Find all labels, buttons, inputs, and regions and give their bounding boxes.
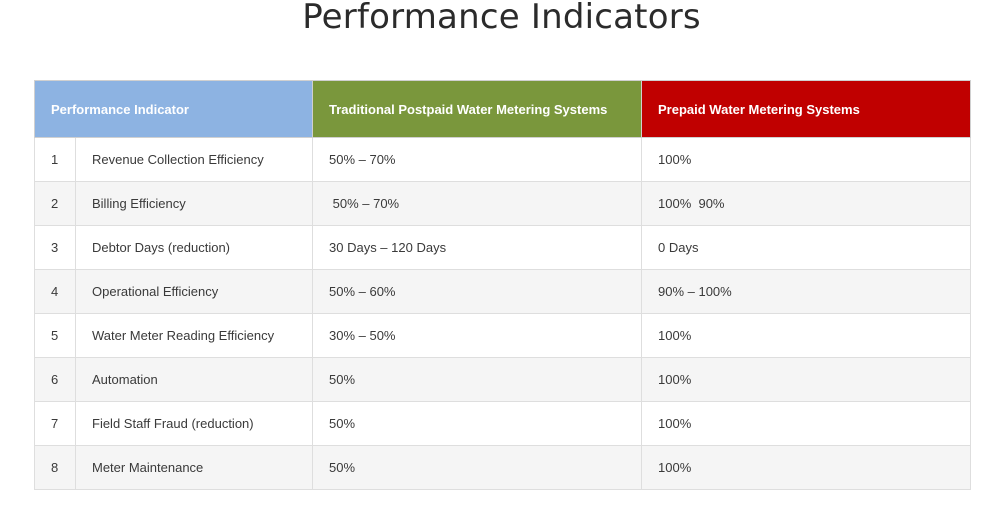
row-number: 7 (34, 401, 76, 446)
indicator-cell: Field Staff Fraud (reduction) (75, 401, 313, 446)
header-performance-indicator: Performance Indicator (34, 80, 313, 138)
prepaid-cell: 100% 90% (641, 181, 971, 226)
prepaid-cell: 100% (641, 313, 971, 358)
postpaid-cell: 30% – 50% (312, 313, 642, 358)
performance-table: Performance Indicator Traditional Postpa… (34, 80, 971, 490)
row-number: 6 (34, 357, 76, 402)
postpaid-cell: 50% – 70% (312, 181, 642, 226)
header-postpaid-systems: Traditional Postpaid Water Metering Syst… (312, 80, 642, 138)
indicator-cell: Water Meter Reading Efficiency (75, 313, 313, 358)
indicator-cell: Meter Maintenance (75, 445, 313, 490)
table-row: 2 Billing Efficiency 50% – 70% 100% 90% (34, 181, 971, 226)
postpaid-cell: 30 Days – 120 Days (312, 225, 642, 270)
indicator-cell: Billing Efficiency (75, 181, 313, 226)
prepaid-cell: 0 Days (641, 225, 971, 270)
indicator-cell: Revenue Collection Efficiency (75, 137, 313, 182)
table-row: 6 Automation 50% 100% (34, 357, 971, 402)
prepaid-cell: 100% (641, 357, 971, 402)
row-number: 3 (34, 225, 76, 270)
table-header-row: Performance Indicator Traditional Postpa… (34, 80, 971, 138)
indicator-cell: Debtor Days (reduction) (75, 225, 313, 270)
row-number: 4 (34, 269, 76, 314)
postpaid-cell: 50% (312, 401, 642, 446)
row-number: 2 (34, 181, 76, 226)
table-row: 3 Debtor Days (reduction) 30 Days – 120 … (34, 225, 971, 270)
indicator-cell: Automation (75, 357, 313, 402)
postpaid-cell: 50% (312, 357, 642, 402)
prepaid-cell: 100% (641, 401, 971, 446)
postpaid-cell: 50% – 60% (312, 269, 642, 314)
table-row: 8 Meter Maintenance 50% 100% (34, 445, 971, 490)
postpaid-cell: 50% – 70% (312, 137, 642, 182)
prepaid-cell: 100% (641, 445, 971, 490)
row-number: 1 (34, 137, 76, 182)
indicator-cell: Operational Efficiency (75, 269, 313, 314)
table-row: 5 Water Meter Reading Efficiency 30% – 5… (34, 313, 971, 358)
page-title: Performance Indicators (302, 0, 701, 37)
row-number: 5 (34, 313, 76, 358)
table-row: 7 Field Staff Fraud (reduction) 50% 100% (34, 401, 971, 446)
table-row: 1 Revenue Collection Efficiency 50% – 70… (34, 137, 971, 182)
prepaid-cell: 90% – 100% (641, 269, 971, 314)
table-row: 4 Operational Efficiency 50% – 60% 90% –… (34, 269, 971, 314)
header-prepaid-systems: Prepaid Water Metering Systems (641, 80, 971, 138)
postpaid-cell: 50% (312, 445, 642, 490)
prepaid-cell: 100% (641, 137, 971, 182)
row-number: 8 (34, 445, 76, 490)
